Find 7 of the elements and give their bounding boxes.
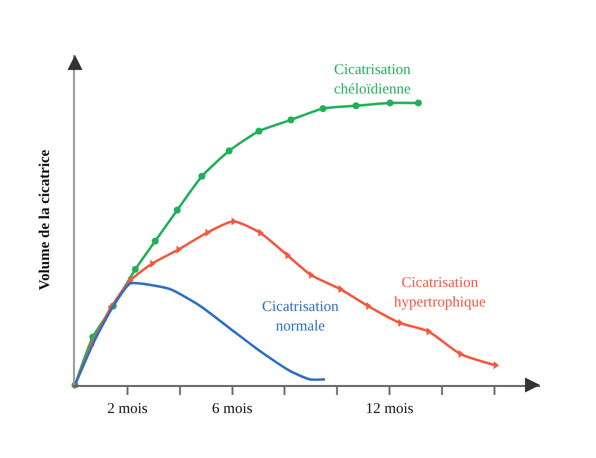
series-label: Cicatrisation chéloïdienne <box>334 62 412 98</box>
x-tick-label: 6 mois <box>212 401 253 417</box>
series-label: Cicatrisation normale <box>262 299 340 334</box>
y-axis-title: Volume de la cicatrice <box>36 149 53 290</box>
x-tick-label: 12 mois <box>366 401 414 417</box>
x-tick-label: 2 mois <box>107 401 148 417</box>
series-label: Cicatrisation hypertrophique <box>394 275 486 310</box>
